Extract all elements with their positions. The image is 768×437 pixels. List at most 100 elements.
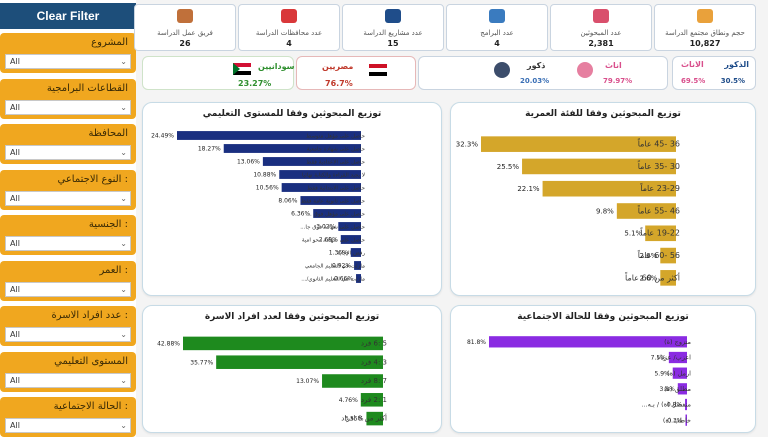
bar — [677, 383, 687, 395]
category-label: حاصل على مؤهل فوق ... — [307, 212, 365, 218]
category-label: حاصل على شهادة جامعية — [307, 147, 365, 153]
category-label: خاطب (ة) — [663, 416, 691, 424]
filter-label: المشروع — [91, 37, 128, 48]
bar-value-label: 35.77% — [190, 359, 213, 366]
bar — [354, 261, 361, 270]
male-pct: 20.03% — [520, 77, 550, 85]
kpi-value: 10,827 — [689, 39, 721, 48]
filter-dropdown[interactable]: All ⌄ — [5, 418, 131, 433]
kpi-value: 2,381 — [588, 39, 614, 48]
filter-dropdown[interactable]: All ⌄ — [5, 372, 131, 388]
filter-dropdown[interactable]: All ⌄ — [5, 54, 131, 69]
bar — [300, 196, 361, 205]
bar-value-label: 10.88% — [253, 172, 276, 179]
filter-2: المحافظة All ⌄ — [0, 124, 136, 164]
filter-4: : الجنسية All ⌄ — [0, 215, 136, 255]
bar-value-label: 22.1% — [517, 185, 540, 193]
female-pct: 79.97% — [603, 77, 633, 85]
kpi-card: حجم ونطاق مجتمع الدراسة 10,827 — [654, 4, 756, 51]
bar — [685, 414, 687, 426]
bar — [660, 270, 676, 286]
bar-value-label: 7.5% — [651, 355, 667, 362]
bar-value-label: 0.66% — [334, 276, 353, 283]
chevron-down-icon: ⌄ — [120, 421, 127, 430]
filter-5: : العمر All ⌄ — [0, 260, 136, 301]
filter-label: المستوى التعليمي — [54, 355, 128, 367]
bar-value-label: 9.8% — [596, 207, 614, 215]
filter-dropdown[interactable]: All ⌄ — [5, 281, 131, 297]
category-label: 5 :6 فرد — [361, 340, 387, 348]
bar — [522, 158, 676, 175]
map-pin-icon — [281, 9, 297, 23]
filter-value: All — [10, 421, 20, 430]
filter-label: : النوع الاجتماعي — [57, 173, 128, 185]
filter-0: المشروع All ⌄ — [0, 33, 136, 73]
egypt-label: مصريين — [322, 62, 354, 71]
filter-value: All — [10, 57, 20, 66]
bar — [177, 131, 361, 140]
kpi-value: 15 — [387, 39, 399, 48]
filter-dropdown[interactable]: All ⌄ — [5, 190, 131, 206]
category-label: مازلت في التعليم الثانوي/... — [301, 277, 365, 283]
bar — [216, 355, 383, 369]
filter-dropdown[interactable]: All ⌄ — [5, 236, 131, 251]
filter-label: المحافظة — [88, 128, 128, 139]
bar-value-label: 81.8% — [467, 339, 486, 346]
marital-chart: 81.8% متزوج (ة) 7.5%اعزب/ عزباء 5.9%ارمل (ة… — [467, 336, 691, 426]
household-chart-title: توزيع المبحوثين وفقا لعدد افراد الاسرة — [204, 312, 380, 322]
chevron-down-icon: ⌄ — [120, 148, 127, 157]
bar — [360, 393, 383, 407]
female-icon — [577, 62, 593, 78]
bar — [645, 225, 676, 242]
filter-dropdown[interactable]: All ⌄ — [5, 327, 131, 342]
category-label: مازلت في التعليم الجامعي — [305, 264, 365, 270]
chevron-down-icon: ⌄ — [120, 284, 127, 294]
bar-value-label: 0.8% — [667, 402, 683, 409]
bar-value-label: 3.8% — [660, 386, 676, 393]
category-label: 56 -60 عاماً — [637, 249, 680, 260]
kpi-label: عدد مشاريع الدراسة — [363, 29, 423, 37]
filter-dropdown[interactable]: All ⌄ — [5, 99, 131, 115]
filter-7: المستوى التعليمي All ⌄ — [0, 351, 136, 392]
bar — [481, 136, 676, 152]
egypt-pct: 76.7% — [325, 79, 353, 88]
bar-value-label: 3.02% — [316, 224, 335, 231]
filter-dropdown[interactable]: All ⌄ — [5, 145, 131, 160]
bar-value-label: 2.6% — [640, 274, 658, 282]
bar — [356, 274, 361, 283]
bar-value-label: 5.1% — [624, 230, 642, 238]
education-chart-title: توزيع المبحوثين وفقا للمستوى التعليمي — [202, 109, 382, 119]
category-label: حاصل على الابتدائية فقط — [307, 186, 365, 192]
category-label: ارمل (ة) — [667, 369, 691, 377]
bar — [262, 157, 361, 166]
kpi-value: 4 — [286, 39, 292, 48]
bar — [340, 235, 361, 244]
bar — [672, 367, 687, 379]
filter-label: : العمر — [99, 264, 129, 276]
category-label: 7 :8 فرد — [361, 377, 387, 385]
bar-value-label: 4.76% — [339, 397, 358, 404]
filter-value: All — [10, 284, 20, 294]
bar — [660, 247, 676, 264]
bar-value-label: 25.5% — [497, 163, 520, 171]
clear-filter-button[interactable]: Clear Filter — [0, 3, 136, 29]
filter-value: All — [10, 239, 20, 248]
male-summary-label: الذكور — [724, 60, 749, 69]
kpi-card: فريق عمل الدراسة 26 — [134, 4, 236, 51]
category-label: 3 :4 فرد — [361, 358, 387, 366]
bar — [281, 183, 361, 192]
female-summary-pct: 69.5% — [681, 77, 706, 85]
marital-chart-panel: توزيع المبحوثين وفقا للحالة الاجتماعية 8… — [450, 305, 756, 433]
bar — [489, 336, 687, 348]
filter-6: : عدد افراد الاسرة All ⌄ — [0, 306, 136, 346]
filter-sidebar: Clear Filter المشروع All ⌄ القطاعات البرامج… — [0, 0, 136, 437]
filter-label: : عدد افراد الاسرة — [51, 310, 129, 321]
household-chart-panel: توزيع المبحوثين وفقا لعدد افراد الاسرة 4… — [142, 305, 442, 433]
chevron-down-icon: ⌄ — [120, 193, 127, 203]
marital-chart-title: توزيع المبحوثين وفقا للحالة الاجتماعية — [517, 312, 689, 322]
category-label: رفض الإجابة — [337, 251, 365, 257]
bar-value-label: 1.36% — [329, 250, 348, 257]
bar — [313, 209, 361, 218]
sudan-label: سودانيين — [258, 62, 295, 71]
chevron-down-icon: ⌄ — [120, 330, 127, 339]
